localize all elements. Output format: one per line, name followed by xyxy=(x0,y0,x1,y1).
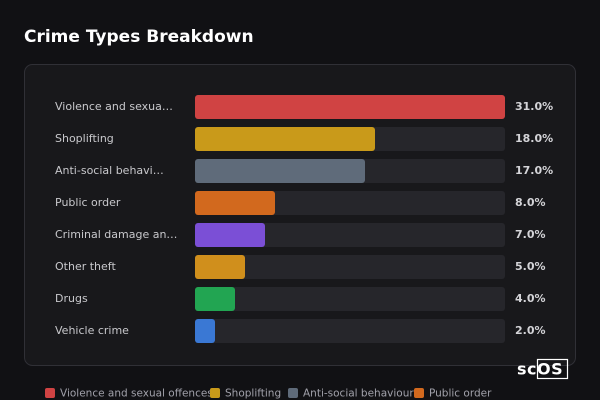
watermark: scOS xyxy=(517,360,563,379)
legend-label: Shoplifting xyxy=(225,388,281,400)
value-label: 18.0% xyxy=(515,132,553,145)
value-label: 31.0% xyxy=(515,100,553,113)
bar xyxy=(195,159,365,183)
chart-title: Crime Types Breakdown xyxy=(24,27,254,47)
category-label: Shoplifting xyxy=(55,132,114,145)
bar xyxy=(195,255,245,279)
category-label: Vehicle crime xyxy=(55,324,129,337)
category-label: Public order xyxy=(55,196,121,209)
legend-swatch xyxy=(45,388,55,398)
value-label: 7.0% xyxy=(515,228,546,241)
bar xyxy=(195,127,375,151)
bar-track xyxy=(195,319,505,343)
category-label: Other theft xyxy=(55,260,116,273)
value-label: 2.0% xyxy=(515,324,546,337)
watermark-box xyxy=(536,358,569,380)
bar-track xyxy=(195,255,505,279)
category-label: Drugs xyxy=(55,292,88,305)
legend-swatch xyxy=(288,388,298,398)
legend-swatch xyxy=(414,388,424,398)
bar xyxy=(195,223,265,247)
value-label: 17.0% xyxy=(515,164,553,177)
legend-label: Anti-social behaviour xyxy=(303,388,414,400)
legend-swatch xyxy=(210,388,220,398)
legend-label: Violence and sexual offences xyxy=(60,388,213,400)
bar xyxy=(195,95,505,119)
category-label: Anti-social behavi… xyxy=(55,164,164,177)
bar xyxy=(195,287,235,311)
bar-track xyxy=(195,223,505,247)
category-label: Violence and sexua… xyxy=(55,100,173,113)
category-label: Criminal damage an… xyxy=(55,228,177,241)
value-label: 4.0% xyxy=(515,292,546,305)
bar xyxy=(195,191,275,215)
value-label: 5.0% xyxy=(515,260,546,273)
legend-label: Public order xyxy=(429,388,492,400)
bar-track xyxy=(195,287,505,311)
value-label: 8.0% xyxy=(515,196,546,209)
bar xyxy=(195,319,215,343)
